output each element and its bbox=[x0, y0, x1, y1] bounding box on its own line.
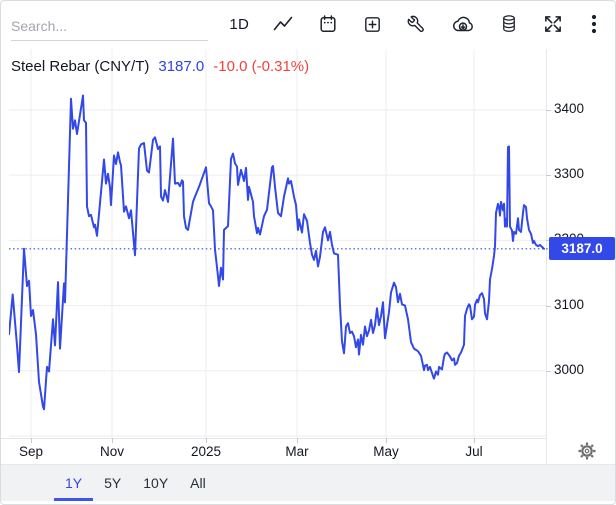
y-axis-label: 3000 bbox=[554, 361, 585, 377]
tools-wrench-icon bbox=[407, 15, 424, 32]
y-axis-tick bbox=[546, 109, 551, 111]
calendar-button[interactable] bbox=[317, 12, 339, 36]
x-axis-tick bbox=[474, 438, 475, 443]
price-chart-canvas[interactable] bbox=[9, 49, 549, 438]
download-button[interactable] bbox=[450, 12, 476, 36]
price-axis-border bbox=[546, 49, 547, 464]
interval-button[interactable]: 1D bbox=[229, 12, 249, 36]
fullscreen-button[interactable] bbox=[542, 12, 564, 36]
symbol-name: Steel Rebar (CNY/T) bbox=[11, 58, 150, 75]
tab-1y[interactable]: 1Y bbox=[54, 465, 94, 501]
more-kebab-icon bbox=[591, 14, 597, 34]
chart-legend: Steel Rebar (CNY/T) 3187.0 -10.0 (-0.31%… bbox=[11, 58, 309, 75]
x-axis-tick bbox=[386, 438, 387, 443]
search-input[interactable] bbox=[11, 11, 208, 41]
time-axis-border bbox=[1, 438, 547, 439]
x-axis-label: Mar bbox=[285, 444, 309, 459]
line-chart-icon bbox=[273, 16, 293, 31]
last-price: 3187.0 bbox=[158, 58, 205, 75]
fullscreen-icon bbox=[545, 16, 561, 32]
price-change: -10.0 (-0.31%) bbox=[213, 58, 310, 75]
data-button[interactable] bbox=[499, 12, 519, 36]
current-price-tag: 3187.0 bbox=[549, 237, 615, 260]
y-axis-tick bbox=[546, 370, 551, 372]
x-axis-tick bbox=[31, 438, 32, 443]
y-axis-tick bbox=[546, 240, 551, 242]
tab-10y[interactable]: 10Y bbox=[132, 465, 179, 501]
toolbar-buttons: 1D bbox=[229, 12, 601, 36]
cloud-download-icon bbox=[452, 16, 473, 32]
x-axis-tick bbox=[206, 438, 207, 443]
x-axis-label: May bbox=[373, 444, 399, 459]
add-panel-button[interactable] bbox=[362, 12, 383, 36]
y-axis-label: 3400 bbox=[554, 100, 585, 116]
x-axis-tick bbox=[297, 438, 298, 443]
add-panel-icon bbox=[365, 16, 380, 32]
x-axis-label: 2025 bbox=[190, 444, 222, 459]
toolbar: 1D bbox=[1, 1, 615, 47]
calendar-icon bbox=[320, 15, 336, 32]
settings-gear-icon bbox=[578, 442, 596, 460]
y-axis-tick bbox=[546, 305, 551, 307]
x-axis-label: Nov bbox=[99, 444, 124, 459]
interval-label: 1D bbox=[229, 15, 249, 33]
x-axis-label: Sep bbox=[18, 444, 44, 459]
tab-all[interactable]: All bbox=[179, 465, 217, 501]
y-axis-label: 3100 bbox=[554, 296, 585, 312]
more-button[interactable] bbox=[587, 12, 601, 36]
tools-button[interactable] bbox=[406, 12, 427, 36]
y-axis-tick bbox=[546, 175, 551, 177]
y-axis-label: 3300 bbox=[554, 166, 585, 182]
x-axis-label: Jul bbox=[465, 444, 483, 459]
tab-5y[interactable]: 5Y bbox=[93, 465, 132, 501]
x-axis-tick bbox=[112, 438, 113, 443]
database-icon bbox=[503, 15, 515, 32]
range-tab-bar: 1Y 5Y 10Y All bbox=[1, 464, 615, 501]
price-series-line bbox=[9, 94, 545, 411]
settings-button[interactable] bbox=[576, 441, 598, 463]
chart-type-button[interactable] bbox=[272, 12, 294, 36]
